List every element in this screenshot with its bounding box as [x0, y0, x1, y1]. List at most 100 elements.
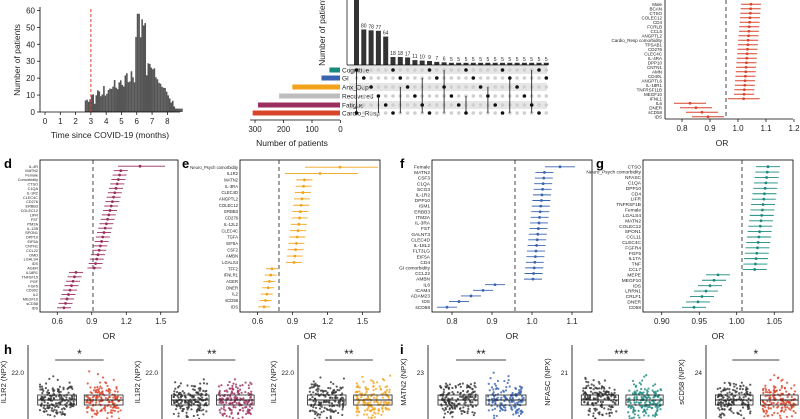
data-point	[591, 401, 594, 405]
matrix-dot	[376, 76, 381, 80]
histogram-bar	[159, 83, 162, 112]
data-point	[314, 400, 317, 403]
feature-label: AMBN	[226, 254, 238, 259]
feature-label: PGF	[30, 280, 38, 284]
data-point	[764, 395, 767, 398]
data-point	[193, 388, 196, 392]
data-point	[601, 400, 605, 404]
data-point	[228, 395, 232, 398]
data-point	[372, 380, 375, 383]
data-point	[767, 388, 771, 392]
data-point	[607, 396, 610, 400]
data-point	[732, 395, 735, 398]
data-point	[772, 385, 775, 388]
data-point	[593, 391, 597, 394]
data-point	[228, 380, 231, 384]
y-axis-label: IL1R2 (NPX)	[133, 360, 142, 403]
histogram-bar	[156, 79, 159, 112]
data-point	[328, 396, 332, 399]
data-point	[95, 409, 98, 412]
x-tick-label: 8	[165, 117, 170, 126]
data-point	[239, 388, 242, 391]
feature-label: FLT3LG	[413, 249, 431, 255]
data-point	[232, 382, 235, 385]
feature-label: SPON1	[625, 229, 642, 235]
matrix-dot	[405, 68, 410, 72]
data-point	[113, 395, 117, 398]
data-point	[67, 391, 70, 394]
data-point	[503, 379, 506, 383]
matrix-dot	[544, 76, 549, 80]
data-point	[112, 396, 115, 399]
data-point	[790, 415, 794, 418]
data-point	[191, 396, 194, 399]
data-point	[654, 390, 657, 393]
data-point	[631, 379, 635, 383]
feature-label: Female	[25, 174, 38, 178]
y-axis-label: MATN2 (NPX)	[399, 358, 408, 406]
data-point	[630, 405, 633, 408]
data-point	[55, 395, 58, 398]
data-point	[655, 413, 658, 416]
feature-label: TNFSF15	[22, 275, 38, 279]
histogram-bar	[89, 99, 91, 112]
set-size-bar	[292, 84, 340, 90]
estimate-point	[62, 306, 66, 310]
data-point	[781, 406, 784, 409]
data-point	[192, 414, 195, 418]
data-point	[451, 397, 454, 400]
data-point	[776, 376, 780, 380]
data-point	[471, 411, 474, 414]
histogram-bar	[121, 84, 124, 112]
data-point	[372, 389, 375, 392]
data-point	[193, 385, 197, 388]
histogram-bar	[152, 69, 154, 112]
matrix-dot	[391, 76, 395, 80]
data-point	[316, 387, 319, 390]
data-point	[790, 406, 793, 409]
data-point	[588, 395, 592, 398]
data-point	[626, 400, 629, 404]
data-point	[313, 397, 317, 400]
data-point	[491, 408, 494, 411]
data-point	[325, 400, 328, 403]
histogram-bar	[116, 89, 119, 112]
feature-label: CCL11	[626, 235, 641, 241]
set-axis-tick-label: 100	[305, 125, 319, 134]
data-point	[73, 395, 76, 398]
data-point	[583, 391, 587, 395]
data-point	[609, 408, 612, 411]
data-point	[487, 382, 490, 385]
estimate-point	[744, 70, 748, 74]
data-point	[341, 402, 344, 406]
data-point	[58, 385, 62, 388]
set-name: Cardio_Resp	[342, 111, 380, 118]
data-point	[217, 385, 221, 388]
data-point	[389, 374, 392, 377]
data-point	[747, 397, 750, 400]
data-point	[313, 410, 316, 413]
data-point	[314, 406, 318, 410]
estimate-point	[100, 240, 103, 243]
feature-label: LGALS4	[222, 260, 239, 265]
data-point	[447, 392, 450, 395]
data-point	[494, 402, 497, 405]
data-point	[68, 381, 71, 384]
data-point	[741, 387, 744, 391]
set-size-bar	[321, 75, 340, 81]
intersection-count: 5	[457, 57, 460, 63]
feature-label: IDS	[231, 304, 238, 309]
estimate-point	[758, 230, 761, 233]
data-point	[792, 402, 796, 406]
data-point	[314, 402, 317, 405]
data-point	[181, 390, 184, 393]
data-point	[46, 413, 49, 416]
intersection-bar	[507, 62, 513, 65]
data-point	[734, 391, 737, 394]
data-point	[220, 407, 223, 410]
estimate-point	[268, 280, 271, 283]
data-point	[184, 400, 187, 404]
data-point	[472, 414, 475, 417]
data-point	[365, 390, 368, 393]
estimate-point	[303, 178, 306, 182]
